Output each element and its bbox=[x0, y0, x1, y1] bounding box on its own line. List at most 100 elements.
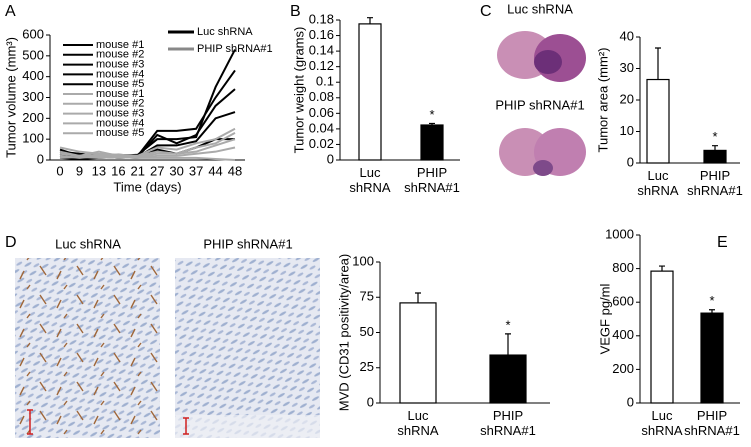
error-bar bbox=[367, 17, 373, 24]
y-tick-label: 300 bbox=[22, 89, 44, 104]
legend-label: PHIP shRNA#1 bbox=[197, 43, 273, 55]
bar bbox=[420, 124, 444, 161]
brain-image-luc bbox=[497, 31, 586, 82]
y-axis-label: Tumor volume (mm³) bbox=[3, 37, 18, 158]
y-tick-label: 600 bbox=[612, 294, 634, 309]
bar bbox=[646, 78, 670, 164]
image-label: Luc shRNA bbox=[507, 1, 573, 16]
significance-marker: * bbox=[429, 107, 434, 122]
x-tick-label: 0 bbox=[56, 163, 63, 178]
error-bar bbox=[709, 309, 715, 314]
error-bar bbox=[712, 145, 718, 151]
y-tick-label: 10 bbox=[620, 123, 634, 138]
significance-marker: * bbox=[712, 129, 717, 144]
y-tick-label: 0 bbox=[627, 394, 634, 409]
error-bar bbox=[505, 333, 511, 356]
x-tick-label: Luc shRNA bbox=[397, 408, 439, 438]
x-tick-label: PHIP shRNA#1 bbox=[480, 408, 536, 438]
bar bbox=[650, 270, 674, 404]
y-tick-label: 400 bbox=[22, 68, 44, 83]
y-tick-label: 0.02 bbox=[309, 136, 334, 151]
bar bbox=[703, 149, 727, 164]
y-tick-label: 40 bbox=[620, 28, 634, 43]
x-tick-label: 44 bbox=[208, 163, 222, 178]
legend-label: mouse #2 bbox=[96, 98, 144, 110]
x-tick-label: 30 bbox=[169, 163, 183, 178]
y-tick-label: 600 bbox=[22, 26, 44, 41]
x-tick-label: 21 bbox=[131, 163, 145, 178]
y-tick-label: 0.1 bbox=[316, 74, 334, 89]
panel-letter: D bbox=[5, 234, 17, 251]
histology-image-luc bbox=[15, 258, 160, 438]
x-tick-label: Luc shRNA bbox=[641, 408, 683, 438]
y-tick-label: 100 bbox=[22, 131, 44, 146]
bar bbox=[399, 302, 437, 404]
bar bbox=[700, 312, 724, 404]
legend-label: mouse #4 bbox=[96, 117, 144, 129]
x-tick-label: PHIP shRNA#1 bbox=[684, 408, 740, 438]
bar bbox=[489, 354, 527, 404]
legend-label: mouse #5 bbox=[96, 78, 144, 90]
y-tick-label: 1000 bbox=[605, 226, 634, 241]
y-tick-label: 400 bbox=[612, 327, 634, 342]
x-tick-label: Luc shRNA bbox=[349, 165, 391, 195]
y-tick-label: 0.12 bbox=[309, 58, 334, 73]
y-axis-label: VEGF pg/ml bbox=[597, 283, 612, 354]
series-line bbox=[59, 127, 236, 157]
y-tick-label: 0.08 bbox=[309, 89, 334, 104]
error-bar bbox=[655, 47, 661, 80]
brain-image-phip bbox=[499, 128, 586, 176]
legend-label: Luc shRNA bbox=[197, 26, 253, 38]
legend-label: mouse #3 bbox=[96, 59, 144, 71]
x-tick-label: 16 bbox=[111, 163, 125, 178]
panel-letter: E bbox=[717, 234, 728, 251]
y-tick-label: 500 bbox=[22, 47, 44, 62]
significance-marker: * bbox=[709, 293, 714, 308]
bar bbox=[358, 23, 382, 161]
y-tick-label: 30 bbox=[620, 60, 634, 75]
legend-label: mouse #2 bbox=[96, 49, 144, 61]
y-tick-label: 200 bbox=[612, 361, 634, 376]
x-tick-label: Luc shRNA bbox=[637, 168, 679, 198]
x-tick-label: 13 bbox=[92, 163, 106, 178]
y-tick-label: 0.06 bbox=[309, 105, 334, 120]
legend-label: mouse #5 bbox=[96, 127, 144, 139]
error-bar bbox=[429, 122, 435, 125]
y-tick-label: 800 bbox=[612, 260, 634, 275]
y-tick-label: 25 bbox=[360, 359, 374, 374]
y-axis-label: MVD (CD31 positivity/area) bbox=[336, 254, 351, 412]
legend-label: mouse #1 bbox=[96, 39, 144, 51]
x-tick-label: 37 bbox=[189, 163, 203, 178]
y-tick-label: 0.04 bbox=[309, 120, 334, 135]
x-tick-label: 27 bbox=[150, 163, 164, 178]
series-line bbox=[59, 132, 236, 157]
panel-letter: A bbox=[5, 3, 16, 20]
legend-label: mouse #1 bbox=[96, 88, 144, 100]
y-axis-label: Tumor area (mm²) bbox=[595, 48, 610, 153]
y-tick-label: 0 bbox=[367, 394, 374, 409]
x-tick-label: PHIP shRNA#1 bbox=[687, 168, 743, 198]
x-axis-label: Time (days) bbox=[113, 179, 181, 194]
y-tick-label: 0.18 bbox=[309, 11, 334, 26]
significance-marker: * bbox=[505, 317, 510, 332]
y-tick-label: 0 bbox=[327, 151, 334, 166]
y-tick-label: 20 bbox=[620, 91, 634, 106]
panel-letter: C bbox=[480, 3, 492, 20]
x-tick-label: 9 bbox=[76, 163, 83, 178]
legend-label: mouse #3 bbox=[96, 108, 144, 120]
histology-image-phip bbox=[175, 258, 320, 438]
error-bar bbox=[415, 292, 421, 303]
x-tick-label: 48 bbox=[228, 163, 242, 178]
image-label: PHIP shRNA#1 bbox=[203, 236, 292, 251]
series-line bbox=[59, 150, 236, 161]
error-bar bbox=[659, 265, 665, 272]
image-label: PHIP shRNA#1 bbox=[495, 97, 584, 112]
y-tick-label: 0.14 bbox=[309, 43, 334, 58]
y-tick-label: 0 bbox=[627, 154, 634, 169]
series-line bbox=[59, 146, 236, 159]
y-axis-label: Tumor weight (grams) bbox=[291, 27, 306, 154]
y-tick-label: 75 bbox=[360, 289, 374, 304]
y-tick-label: 0.16 bbox=[309, 27, 334, 42]
legend-label: mouse #4 bbox=[96, 68, 144, 80]
